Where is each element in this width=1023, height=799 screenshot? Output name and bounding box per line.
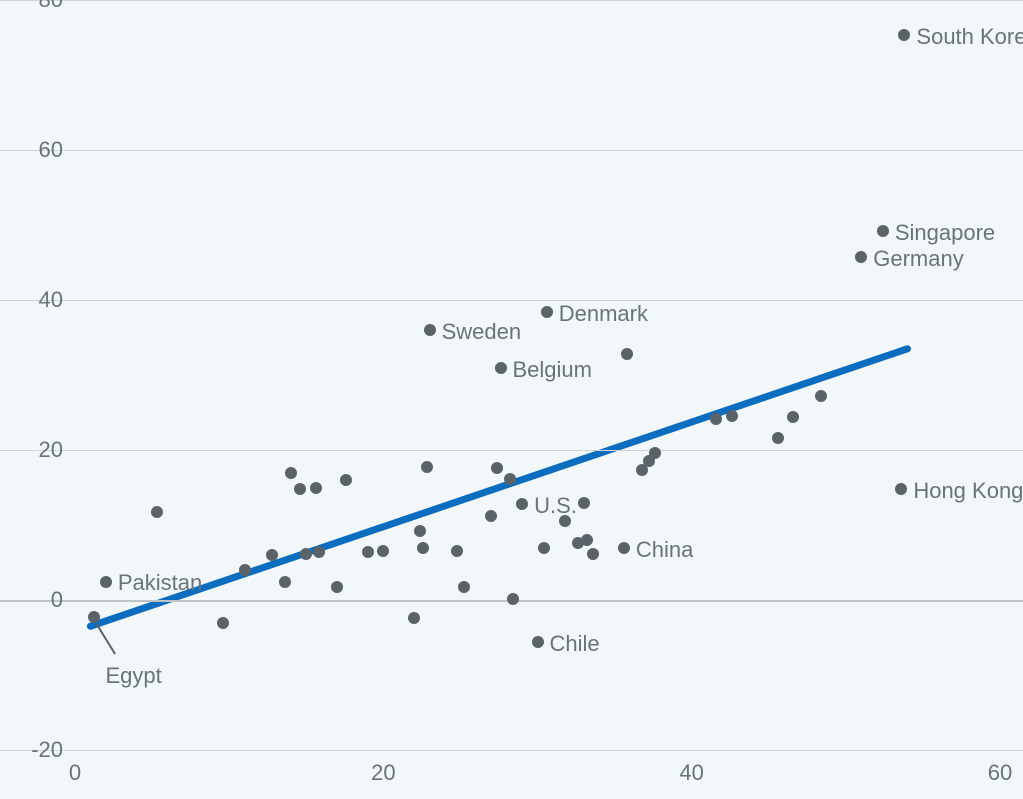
- data-point-label: Sweden: [442, 319, 522, 345]
- data-point: [898, 29, 910, 41]
- data-point-label: South Korea: [916, 24, 1023, 50]
- data-point: [581, 534, 593, 546]
- data-point-label: Pakistan: [118, 570, 202, 596]
- data-point: [451, 545, 463, 557]
- gridline-y: [0, 750, 1023, 751]
- data-point: [495, 362, 507, 374]
- data-point-label: Chile: [550, 631, 600, 657]
- x-tick-label: 20: [371, 760, 395, 786]
- egypt-callout-line: [97, 624, 116, 654]
- data-point-label: China: [636, 537, 693, 563]
- gridline-y: [0, 150, 1023, 151]
- x-tick-label: 60: [988, 760, 1012, 786]
- data-point-label: Hong Kong: [913, 478, 1023, 504]
- trendline: [90, 349, 907, 627]
- gridline-y: [0, 0, 1023, 1]
- data-point: [541, 306, 553, 318]
- data-point: [408, 612, 420, 624]
- data-point: [621, 348, 633, 360]
- data-point: [340, 474, 352, 486]
- data-point: [855, 251, 867, 263]
- gridline-y: [0, 450, 1023, 451]
- gridline-y: [0, 300, 1023, 301]
- x-tick-label: 0: [69, 760, 81, 786]
- y-tick-label: 0: [0, 587, 63, 613]
- data-point: [313, 546, 325, 558]
- data-point: [239, 564, 251, 576]
- data-point: [559, 515, 571, 527]
- data-point: [491, 462, 503, 474]
- data-point: [710, 413, 722, 425]
- data-point: [88, 611, 100, 623]
- data-point: [458, 581, 470, 593]
- data-point: [538, 542, 550, 554]
- data-point: [285, 467, 297, 479]
- data-point: [877, 225, 889, 237]
- y-tick-label: 40: [0, 287, 63, 313]
- data-point: [643, 455, 655, 467]
- data-point: [895, 483, 907, 495]
- y-tick-label: -20: [0, 737, 63, 763]
- data-point-label: Germany: [873, 246, 963, 272]
- data-point: [618, 542, 630, 554]
- y-tick-label: 80: [0, 0, 63, 13]
- data-point-label: Singapore: [895, 220, 995, 246]
- data-point: [516, 498, 528, 510]
- data-point: [424, 324, 436, 336]
- data-point: [377, 545, 389, 557]
- data-point: [507, 593, 519, 605]
- data-point: [787, 411, 799, 423]
- data-point: [331, 581, 343, 593]
- data-point: [421, 461, 433, 473]
- scatter-chart: -200204060800204060EgyptPakistanSwedenBe…: [0, 0, 1023, 799]
- data-point: [151, 506, 163, 518]
- y-tick-label: 20: [0, 437, 63, 463]
- data-point: [578, 497, 590, 509]
- data-point: [310, 482, 322, 494]
- data-point: [726, 410, 738, 422]
- data-point: [300, 548, 312, 560]
- data-point: [414, 525, 426, 537]
- data-point: [587, 548, 599, 560]
- data-point: [294, 483, 306, 495]
- data-point-label: Denmark: [559, 301, 648, 327]
- data-point: [485, 510, 497, 522]
- data-point: [217, 617, 229, 629]
- data-point: [100, 576, 112, 588]
- data-point: [417, 542, 429, 554]
- y-tick-label: 60: [0, 137, 63, 163]
- data-point-label: Belgium: [513, 357, 592, 383]
- data-point-label: Egypt: [106, 663, 162, 689]
- data-point-label: U.S.: [534, 493, 577, 519]
- data-point: [504, 473, 516, 485]
- data-point: [266, 549, 278, 561]
- x-tick-label: 40: [679, 760, 703, 786]
- data-point: [279, 576, 291, 588]
- data-point: [532, 636, 544, 648]
- data-point: [815, 390, 827, 402]
- data-point: [362, 546, 374, 558]
- data-point: [772, 432, 784, 444]
